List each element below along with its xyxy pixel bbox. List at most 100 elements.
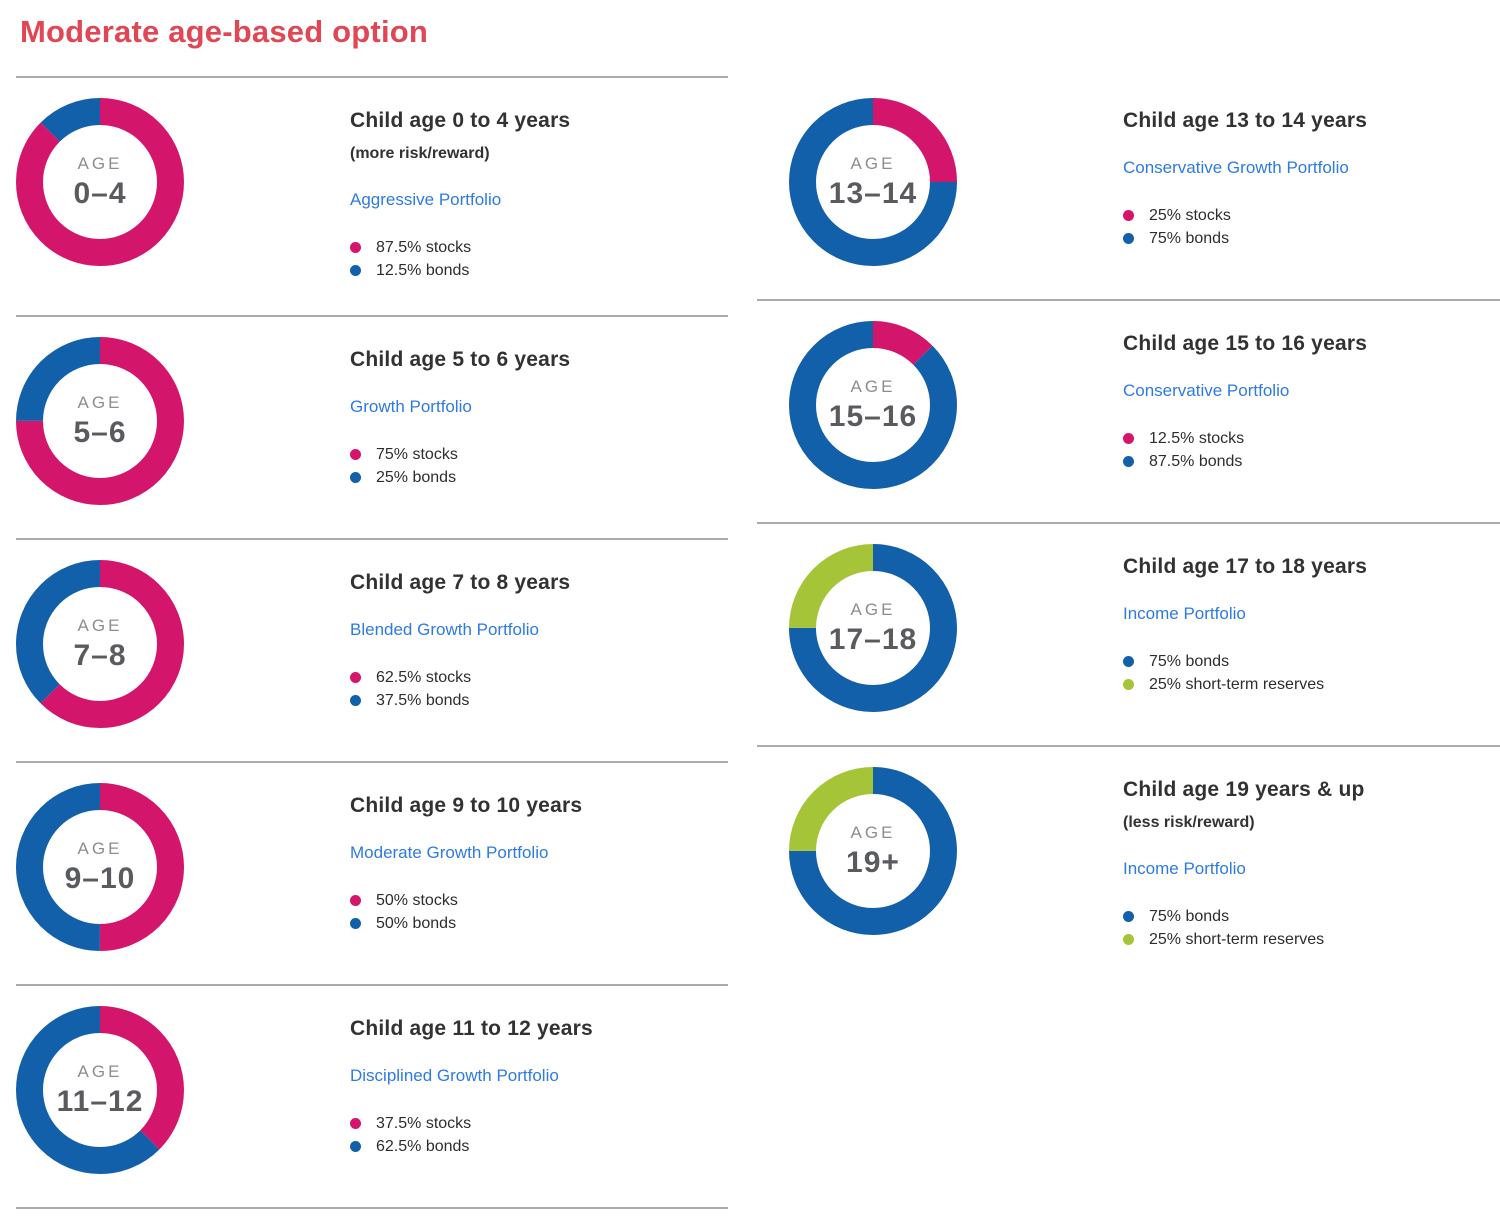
divider [757,299,1500,301]
page-root: Moderate age-based option AGE 0–4 Child … [0,12,1500,1209]
panel-heading: Child age 15 to 16 years [1123,332,1368,355]
donut-ring [16,783,184,951]
legend-item: 75% bonds [1123,650,1367,673]
age-panel: AGE 9–10 Child age 9 to 10 years Moderat… [16,763,728,984]
legend-item: 25% short-term reserves [1123,673,1367,696]
legend-dot-icon [350,472,361,483]
portfolio-link[interactable]: Disciplined Growth Portfolio [350,1066,559,1085]
legend-label: 75% bonds [1149,908,1230,925]
divider [757,522,1500,524]
legend-dot-icon [350,1118,361,1129]
legend-label: 12.5% stocks [1149,430,1245,447]
panel-heading: Child age 11 to 12 years [350,1017,593,1040]
legend-item: 62.5% stocks [350,666,570,689]
donut-ring [789,767,957,935]
donut-ring [16,98,184,266]
allocation-legend: 37.5% stocks 62.5% bonds [350,1112,593,1158]
portfolio-link[interactable]: Income Portfolio [1123,859,1246,878]
panel-heading: Child age 17 to 18 years [1123,555,1368,578]
panel-text: Child age 19 years & up (less risk/rewar… [1123,767,1365,951]
allocation-donut-chart: AGE 17–18 [789,544,957,712]
column-right-panels: AGE 13–14 Child age 13 to 14 years Conse… [757,78,1500,984]
legend-dot-icon [350,918,361,929]
portfolio-link[interactable]: Blended Growth Portfolio [350,620,539,639]
legend-dot-icon [1123,679,1134,690]
legend-label: 25% short-term reserves [1149,676,1325,693]
legend-item: 50% bonds [350,912,582,935]
legend-item: 87.5% stocks [350,236,570,259]
legend-item: 25% bonds [350,466,570,489]
legend-label: 37.5% stocks [376,1115,472,1132]
column-right: AGE 13–14 Child age 13 to 14 years Conse… [757,76,1500,984]
legend-item: 37.5% stocks [350,1112,593,1135]
panel-text: Child age 15 to 16 years Conservative Po… [1123,321,1367,473]
allocation-legend: 75% bonds 25% short-term reserves [1123,650,1367,696]
age-panel: AGE 0–4 Child age 0 to 4 years (more ris… [16,78,728,315]
legend-dot-icon [1123,456,1134,467]
legend-dot-icon [350,895,361,906]
legend-dot-icon [1123,911,1134,922]
donut-ring [16,560,184,728]
portfolio-link[interactable]: Aggressive Portfolio [350,190,502,209]
allocation-legend: 75% stocks 25% bonds [350,443,570,489]
legend-label: 87.5% stocks [376,239,472,256]
age-panel: AGE 11–12 Child age 11 to 12 years Disci… [16,986,728,1207]
legend-item: 75% bonds [1123,227,1367,250]
age-panel: AGE 5–6 Child age 5 to 6 years Growth Po… [16,317,728,538]
legend-item: 62.5% bonds [350,1135,593,1158]
age-panel: AGE 13–14 Child age 13 to 14 years Conse… [757,78,1500,299]
allocation-donut-chart: AGE 19+ [789,767,957,935]
divider [16,538,728,540]
portfolio-link[interactable]: Income Portfolio [1123,604,1246,623]
legend-label: 50% bonds [376,915,457,932]
column-left: AGE 0–4 Child age 0 to 4 years (more ris… [0,76,728,1209]
panel-text: Child age 7 to 8 years Blended Growth Po… [350,560,570,712]
age-panel: AGE 15–16 Child age 15 to 16 years Conse… [757,301,1500,522]
portfolio-link[interactable]: Conservative Growth Portfolio [1123,158,1349,177]
legend-dot-icon [350,449,361,460]
legend-dot-icon [350,695,361,706]
legend-label: 62.5% bonds [376,1138,470,1155]
divider [16,984,728,986]
column-left-panels: AGE 0–4 Child age 0 to 4 years (more ris… [16,78,728,1209]
donut-ring [789,98,957,266]
panel-heading: Child age 5 to 6 years [350,348,571,371]
allocation-legend: 25% stocks 75% bonds [1123,204,1367,250]
legend-item: 12.5% bonds [350,259,570,282]
allocation-donut-chart: AGE 5–6 [16,337,184,505]
legend-label: 62.5% stocks [376,669,472,686]
panel-risk-note: (more risk/reward) [350,145,490,162]
legend-item: 87.5% bonds [1123,450,1367,473]
panel-heading: Child age 7 to 8 years [350,571,571,594]
portfolio-link[interactable]: Conservative Portfolio [1123,381,1290,400]
legend-label: 37.5% bonds [376,692,470,709]
divider [16,761,728,763]
panel-text: Child age 17 to 18 years Income Portfoli… [1123,544,1367,696]
panel-text: Child age 0 to 4 years (more risk/reward… [350,98,570,282]
donut-ring [789,544,957,712]
legend-label: 75% bonds [1149,230,1230,247]
allocation-donut-chart: AGE 15–16 [789,321,957,489]
legend-label: 25% stocks [1149,207,1231,224]
panel-heading: Child age 19 years & up [1123,778,1365,801]
donut-ring [789,321,957,489]
panel-text: Child age 5 to 6 years Growth Portfolio … [350,337,570,489]
legend-label: 25% bonds [376,469,457,486]
portfolio-link[interactable]: Growth Portfolio [350,397,472,416]
portfolio-link[interactable]: Moderate Growth Portfolio [350,843,549,862]
panel-text: Child age 11 to 12 years Disciplined Gro… [350,1006,593,1158]
divider [16,76,728,78]
divider [16,1207,728,1209]
allocation-donut-chart: AGE 7–8 [16,560,184,728]
divider [16,315,728,317]
legend-item: 75% stocks [350,443,570,466]
allocation-legend: 12.5% stocks 87.5% bonds [1123,427,1367,473]
panel-text: Child age 13 to 14 years Conservative Gr… [1123,98,1367,250]
panel-heading: Child age 0 to 4 years [350,109,571,132]
panel-heading: Child age 9 to 10 years [350,794,583,817]
panel-text: Child age 9 to 10 years Moderate Growth … [350,783,582,935]
legend-dot-icon [1123,433,1134,444]
donut-ring [16,337,184,505]
legend-dot-icon [350,242,361,253]
legend-dot-icon [350,265,361,276]
